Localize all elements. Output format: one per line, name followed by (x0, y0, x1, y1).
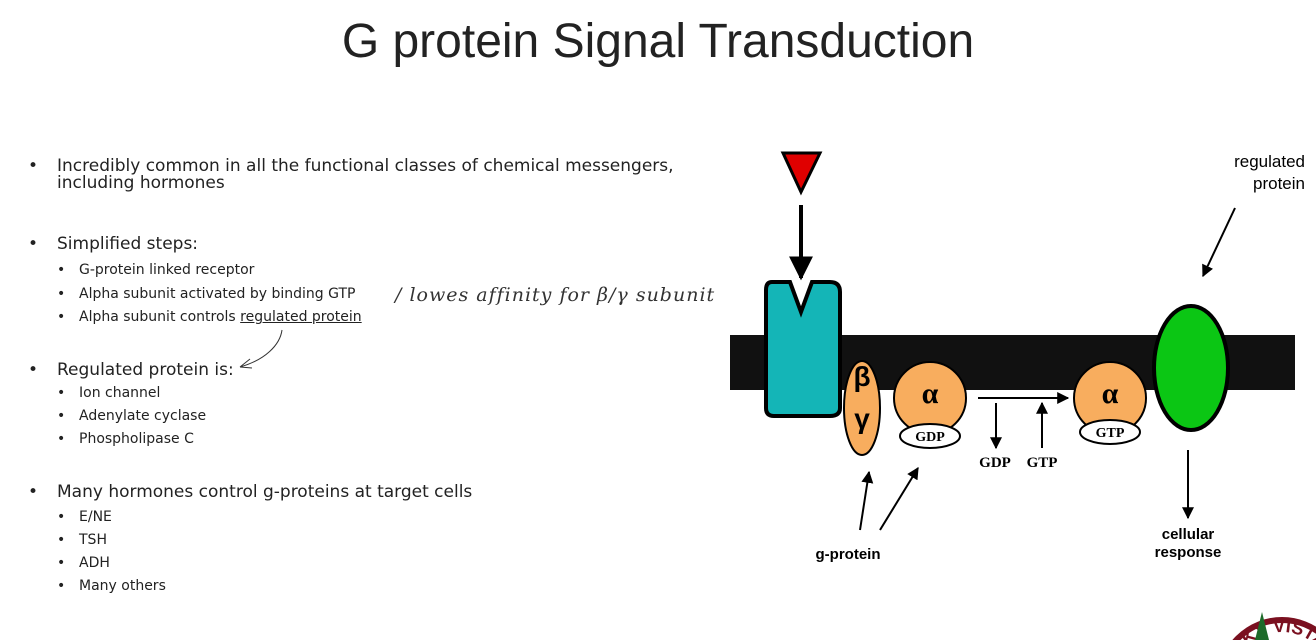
sub-bullet-text: Ion channel (79, 385, 161, 401)
arrow (859, 470, 874, 531)
bullet-dot: • (57, 532, 66, 548)
ligand (780, 151, 823, 196)
bullet-dot: • (57, 408, 66, 424)
sub-bullet-text: TSH (79, 532, 107, 548)
bullet-dot: • (28, 156, 39, 176)
bullet-dot: • (57, 262, 66, 278)
label: regulated (1234, 152, 1305, 171)
label: GTP (1027, 455, 1058, 471)
regulated-protein (1152, 304, 1230, 432)
bullet-dot: • (57, 309, 66, 325)
label: GTP (1096, 426, 1125, 441)
bullet-dot: • (57, 286, 66, 302)
bullet-text: Many hormones control g-proteins at targ… (57, 482, 473, 502)
arrow (1202, 207, 1236, 278)
label: response (1155, 544, 1222, 561)
bullet-dot: • (28, 234, 39, 254)
bullet-dot: • (57, 431, 66, 447)
bullet-dot: • (57, 555, 66, 571)
label: γ (854, 403, 870, 434)
underlined-text: regulated protein (240, 309, 362, 325)
sub-bullet-text: Adenylate cyclase (79, 408, 207, 424)
bullet-dot: • (28, 482, 39, 502)
label: g-protein (816, 546, 881, 563)
sub-bullet-text: Alpha subunit activated by binding GTP (79, 286, 356, 302)
text-part: Alpha subunit controls (79, 309, 236, 325)
bullet-dot: • (57, 385, 66, 401)
sub-bullet-text: Many others (79, 578, 166, 594)
receptor (764, 280, 842, 418)
hand-arrow (239, 329, 283, 369)
sub-bullet-text: G-protein linked receptor (79, 262, 255, 278)
bullet-dot: • (28, 360, 39, 380)
handwritten-note: / lowes affinity for β/γ subunit (395, 284, 716, 306)
bullet-text: Regulated protein is: (57, 360, 234, 380)
bullet-text: Incredibly common in all the functional … (57, 156, 674, 193)
bullet-dot: • (57, 509, 66, 525)
label: GDP (915, 430, 945, 445)
logo-tree (1255, 612, 1269, 640)
label: α (922, 377, 939, 410)
sub-bullet-text: ADH (79, 555, 110, 571)
sub-bullet-text: Phospholipase C (79, 431, 194, 447)
bullet-text: Simplified steps: (57, 234, 199, 254)
bullet-dot: • (57, 578, 66, 594)
label: protein (1253, 174, 1305, 193)
slide-title: G protein Signal Transduction (341, 15, 975, 68)
sub-bullet-text: E/NE (79, 509, 112, 525)
label: cellular (1162, 526, 1215, 543)
label: β (853, 361, 870, 392)
label: α (1102, 377, 1119, 410)
gdp (899, 423, 961, 449)
sub-bullet-text: Alpha subunit controls regulated protein (79, 309, 362, 325)
gtp (1079, 419, 1141, 445)
arrow (879, 466, 919, 531)
label: GDP (979, 455, 1011, 471)
beta-gamma (843, 360, 881, 456)
